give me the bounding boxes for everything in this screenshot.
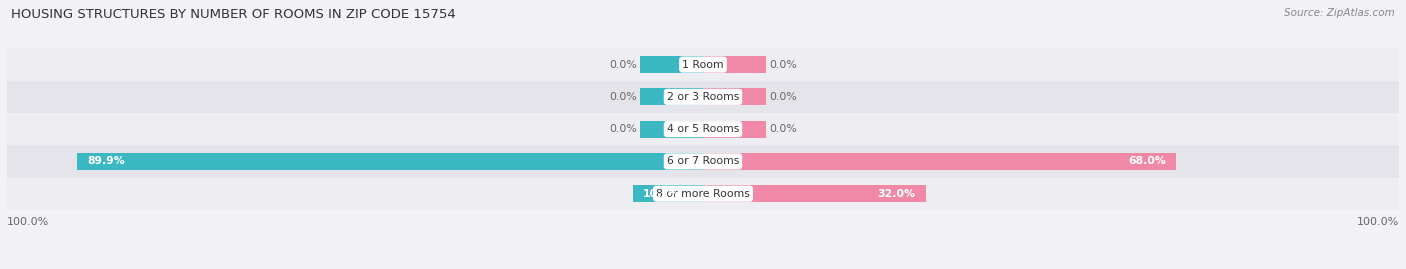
Bar bbox=[640, 121, 703, 137]
Bar bbox=[7, 81, 1399, 113]
Text: 10.1%: 10.1% bbox=[643, 189, 681, 199]
Text: Source: ZipAtlas.com: Source: ZipAtlas.com bbox=[1284, 8, 1395, 18]
Bar bbox=[7, 145, 1399, 178]
Text: 0.0%: 0.0% bbox=[769, 124, 797, 134]
Bar bbox=[7, 113, 1399, 145]
Text: 6 or 7 Rooms: 6 or 7 Rooms bbox=[666, 156, 740, 167]
Bar bbox=[633, 185, 703, 202]
Text: 1 Room: 1 Room bbox=[682, 59, 724, 70]
Text: HOUSING STRUCTURES BY NUMBER OF ROOMS IN ZIP CODE 15754: HOUSING STRUCTURES BY NUMBER OF ROOMS IN… bbox=[11, 8, 456, 21]
Bar bbox=[703, 89, 766, 105]
Text: 0.0%: 0.0% bbox=[609, 92, 637, 102]
Bar bbox=[703, 185, 925, 202]
Bar bbox=[7, 48, 1399, 81]
Text: 100.0%: 100.0% bbox=[7, 217, 49, 227]
Text: 68.0%: 68.0% bbox=[1128, 156, 1166, 167]
Text: 32.0%: 32.0% bbox=[877, 189, 915, 199]
Text: 0.0%: 0.0% bbox=[769, 59, 797, 70]
Text: 2 or 3 Rooms: 2 or 3 Rooms bbox=[666, 92, 740, 102]
Bar bbox=[640, 56, 703, 73]
Text: 89.9%: 89.9% bbox=[87, 156, 125, 167]
Bar bbox=[77, 153, 703, 170]
Bar bbox=[703, 153, 1177, 170]
Bar bbox=[7, 178, 1399, 210]
Text: 8 or more Rooms: 8 or more Rooms bbox=[657, 189, 749, 199]
Text: 0.0%: 0.0% bbox=[769, 92, 797, 102]
Text: 4 or 5 Rooms: 4 or 5 Rooms bbox=[666, 124, 740, 134]
Text: 0.0%: 0.0% bbox=[609, 59, 637, 70]
Bar bbox=[703, 121, 766, 137]
Bar bbox=[703, 56, 766, 73]
Text: 100.0%: 100.0% bbox=[1357, 217, 1399, 227]
Bar bbox=[640, 89, 703, 105]
Text: 0.0%: 0.0% bbox=[609, 124, 637, 134]
